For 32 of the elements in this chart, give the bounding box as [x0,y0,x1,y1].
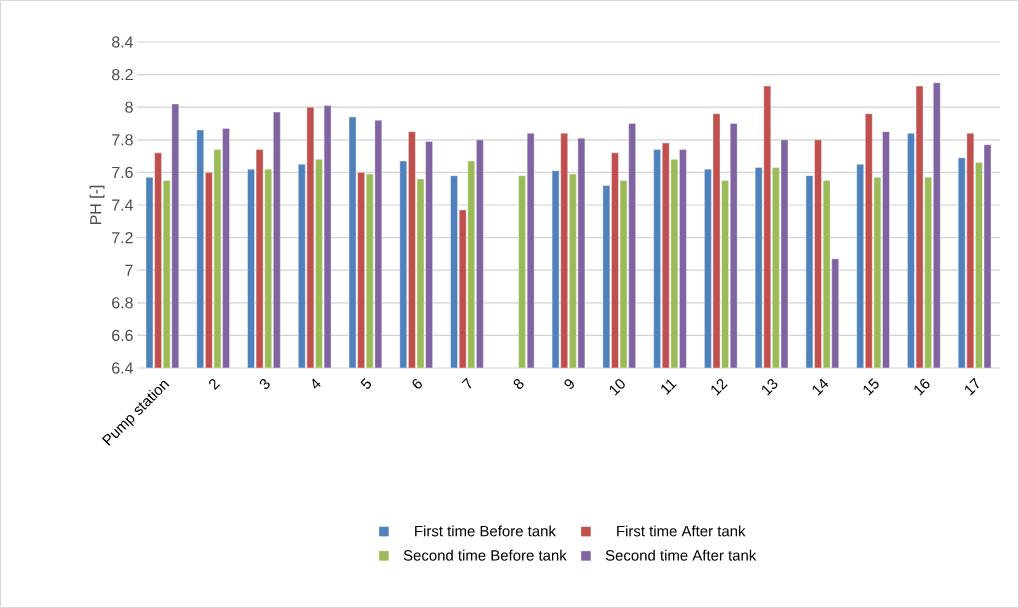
legend-label: First time Before tank [415,525,556,537]
legend-label: First time After tank [617,525,746,537]
x-tick-label: 10 [609,379,625,396]
y-tick-label: 8.4 [112,36,134,48]
legend-label: Second time Before tank [403,549,567,561]
y-tick-label: 7.2 [112,232,133,244]
x-tick-label: 17 [965,377,979,396]
x-tick-label: 15 [863,378,879,396]
y-tick-label: 7.6 [112,166,133,179]
x-tick-label: 11 [661,379,677,395]
y-tick-label: 7.8 [112,134,133,146]
x-tick-label: 9 [564,379,574,389]
x-tick-label: 14 [812,378,829,396]
y-tick-label: 8.2 [112,68,133,81]
x-tick-label: 4 [312,378,321,389]
y-tick-label: 6.8 [112,297,133,309]
x-tick-label: 16 [914,378,930,396]
x-tick-label: 6 [412,378,422,389]
x-tick-label: 3 [259,379,270,389]
y-tick-label: 7 [125,264,133,276]
x-tick-label: 8 [513,379,524,389]
x-tick-label: 5 [360,378,372,389]
x-tick-label: 7 [461,377,472,389]
y-tick-label: 8 [125,101,133,113]
y-tick-label: 7.4 [112,199,134,211]
x-tick-label: 2 [209,379,220,390]
y-axis-title: PH [-] [89,185,105,225]
x-tick-label: 12 [711,379,728,396]
y-tick-label: 6.4 [112,362,134,374]
legend-label: Second time After tank [605,549,757,561]
x-tick-label: 13 [762,379,778,396]
y-tick-label: 6.6 [112,329,133,342]
